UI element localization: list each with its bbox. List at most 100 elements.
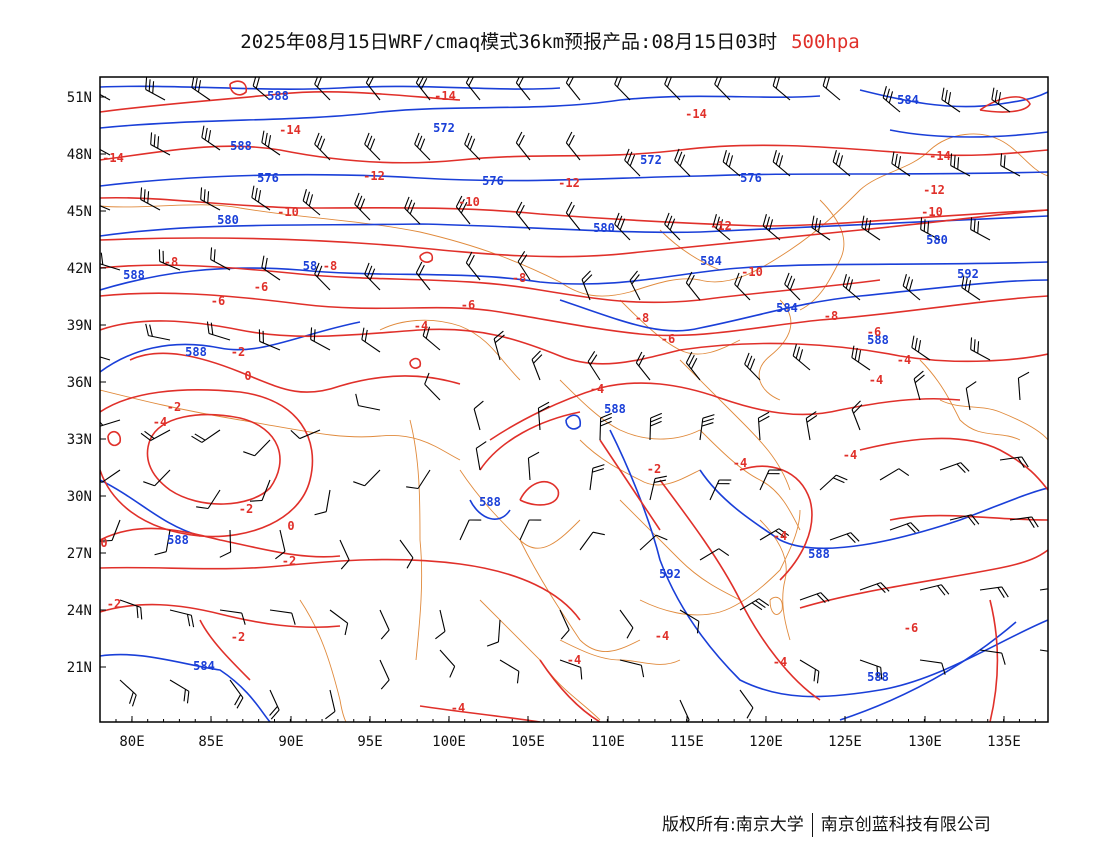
temperature-contour-label: -14 — [102, 151, 124, 165]
temperature-contour-label: -14 — [279, 123, 301, 137]
temperature-contour-label: -6 — [254, 280, 268, 294]
height-contour-label: 576 — [482, 174, 504, 188]
wind-barb — [406, 469, 431, 490]
temperature-contour-label: 0 — [244, 369, 251, 383]
plot-frame — [99, 76, 1049, 723]
title-text: 2025年08月15日WRF/cmaq模式36km预报产品:08月15日03时 — [240, 31, 778, 53]
wind-barb — [999, 456, 1029, 468]
lat-tick-label: 42N — [67, 261, 92, 277]
province-border-line — [769, 596, 783, 615]
wind-barb — [243, 439, 271, 457]
wind-barb — [191, 429, 221, 443]
height-contour-label: 580 — [926, 233, 948, 247]
wind-barb — [314, 489, 331, 516]
wind-barb — [200, 187, 221, 211]
wind-barb — [424, 372, 441, 401]
temperature-contour-line — [100, 144, 1048, 164]
wind-barb — [404, 196, 421, 225]
copyright-company: 南京创蓝科技有限公司 — [820, 815, 991, 835]
wind-barb — [759, 528, 790, 541]
temperature-contour-line — [100, 527, 341, 558]
wind-barb — [739, 598, 770, 611]
wind-barb — [950, 153, 971, 177]
temperature-contour-line — [539, 659, 601, 722]
wind-barb — [722, 150, 741, 177]
wind-barb — [851, 400, 863, 431]
temperature-contour-line — [100, 209, 1048, 258]
wind-barb — [599, 412, 613, 441]
footer-separator — [811, 813, 813, 837]
height-contour-line — [100, 171, 1048, 187]
wind-barb — [619, 659, 645, 678]
pressure-level: 500hpa — [791, 31, 860, 53]
height-contour-label: 588 — [167, 533, 189, 547]
lon-tick-label: 110E — [591, 734, 625, 750]
wind-barb — [527, 451, 540, 481]
wind-barb — [531, 350, 543, 381]
temperature-contour-line — [146, 413, 281, 505]
wind-barb — [970, 337, 991, 361]
height-contour-label: 576 — [257, 171, 279, 185]
wind-barb — [422, 324, 441, 351]
wind-barb — [499, 659, 520, 684]
height-contour-line — [469, 499, 511, 520]
wind-barb — [624, 148, 641, 177]
wind-barb — [961, 275, 981, 301]
wind-barb — [537, 401, 550, 431]
wind-barb — [464, 132, 481, 161]
wind-barb — [100, 252, 121, 271]
temperature-contour-line — [989, 599, 999, 722]
wind-barb — [832, 150, 851, 177]
temperature-contour-label: -12 — [710, 219, 732, 233]
temperature-contour-line — [979, 96, 1031, 113]
wind-barb — [941, 87, 961, 113]
wind-barb — [581, 270, 593, 301]
temperature-contour-line — [659, 479, 821, 701]
lon-tick-label: 105E — [511, 734, 545, 750]
wind-barb — [493, 330, 505, 361]
temperature-contour-label: -6 — [461, 298, 475, 312]
lat-tick-label: 51N — [67, 90, 92, 106]
wind-barb — [1039, 586, 1048, 591]
wind-barb — [229, 679, 244, 709]
lat-tick-label: 21N — [67, 660, 92, 676]
temperature-contour-line — [739, 465, 813, 581]
temperature-contour-label: -4 — [897, 353, 911, 367]
wind-barb — [879, 468, 910, 481]
wind-barb — [310, 327, 331, 351]
wind-barb — [486, 619, 501, 647]
wind-barb — [565, 201, 581, 231]
height-contour-label: 584 — [897, 93, 919, 107]
wind-barb — [439, 649, 456, 678]
temperature-contour-label: -12 — [923, 183, 945, 197]
wind-barb — [100, 519, 121, 542]
wind-barb — [965, 381, 977, 411]
wind-barb — [473, 400, 484, 431]
province-border-line — [699, 429, 801, 531]
temperature-contour-line — [100, 91, 461, 113]
wind-barb — [822, 77, 841, 101]
height-contour-line — [699, 469, 1048, 550]
height-contour-label: 588 — [604, 402, 626, 416]
wind-barbs — [100, 77, 1048, 722]
lon-tick-label: 95E — [357, 734, 382, 750]
height-contour-label: 588 — [123, 268, 145, 282]
temperature-contour-line — [199, 619, 251, 681]
height-contour-line — [100, 85, 561, 90]
wind-barb — [143, 469, 171, 487]
temperature-contour-label: -14 — [929, 149, 951, 163]
wind-barb — [465, 251, 481, 281]
wind-barb — [861, 215, 881, 241]
wind-barb — [913, 370, 925, 401]
temperature-contour-label: -10 — [458, 195, 480, 209]
temperature-contour-label: -10 — [277, 205, 299, 219]
wind-barb — [757, 411, 770, 441]
wind-barb — [784, 272, 801, 301]
wind-barb — [902, 274, 921, 301]
wind-barb — [329, 609, 349, 636]
wind-barb — [709, 479, 732, 501]
temperature-contour-label: -6 — [661, 332, 675, 346]
wind-barb — [859, 659, 883, 680]
wind-barb — [911, 335, 931, 361]
